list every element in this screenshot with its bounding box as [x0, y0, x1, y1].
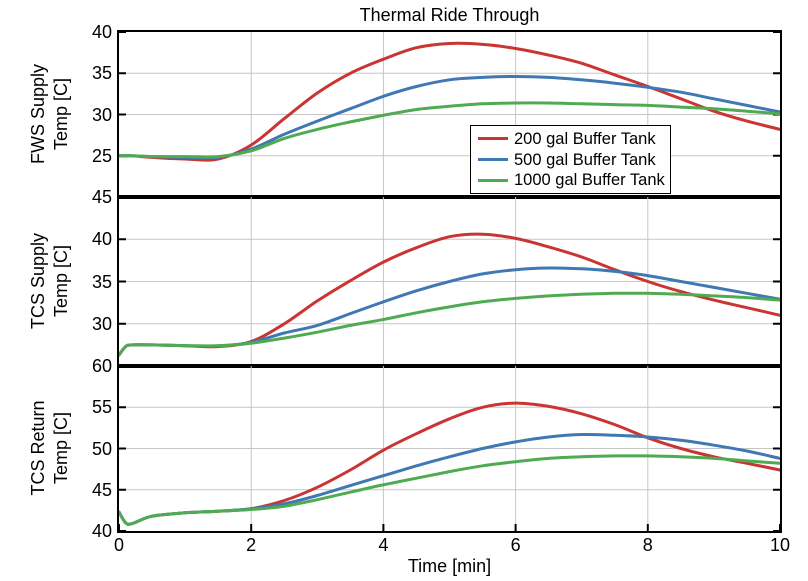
x-tick-label: 6 — [510, 535, 521, 555]
x-tick-label: 2 — [246, 535, 257, 555]
legend-row-500-gal-buffer-tank: 500 gal Buffer Tank — [471, 150, 670, 170]
y-tick-label: 30 — [91, 104, 112, 125]
series-line-1000-gal-buffer-tank — [117, 101, 782, 159]
x-tick-label: 8 — [642, 535, 653, 555]
y-tick-label: 30 — [91, 313, 112, 334]
legend-row-200-gal-buffer-tank: 200 gal Buffer Tank — [471, 129, 670, 149]
y-tick-label: 35 — [91, 271, 112, 292]
y-tick-label: 50 — [91, 438, 112, 459]
series-line-200-gal-buffer-tank — [117, 41, 782, 162]
y-tick-label: 25 — [91, 145, 112, 166]
x-tick-label: 10 — [769, 535, 791, 555]
legend-label: 500 gal Buffer Tank — [514, 150, 656, 169]
y-tick-label: 60 — [91, 356, 112, 376]
y-tick-label: 55 — [91, 397, 112, 418]
x-tick-label: 4 — [378, 535, 389, 555]
series-line-1000-gal-buffer-tank — [117, 454, 782, 526]
y-tick-label: 40 — [91, 22, 112, 42]
y-tick-label: 35 — [91, 63, 112, 84]
legend-line-swatch — [478, 178, 508, 182]
panel-tcs-return-plot — [117, 364, 782, 533]
chart-title: Thermal Ride Through — [359, 5, 540, 25]
axes-border — [117, 364, 782, 533]
legend: 200 gal Buffer Tank 500 gal Buffer Tank 10… — [470, 125, 671, 194]
y-tick-label: 45 — [91, 479, 112, 500]
y-tick-label: 45 — [91, 187, 112, 207]
legend-row-1000-gal-buffer-tank: 1000 gal Buffer Tank — [471, 170, 670, 190]
legend-line-swatch — [478, 137, 508, 141]
series-line-200-gal-buffer-tank — [117, 401, 782, 526]
x-tick-label: 0 — [113, 535, 124, 555]
legend-line-swatch — [478, 158, 508, 161]
y-tick-label: 40 — [91, 229, 112, 250]
legend-label: 200 gal Buffer Tank — [514, 129, 656, 148]
series-line-500-gal-buffer-tank — [117, 75, 782, 160]
panel-tcs-supply-plot — [117, 195, 782, 368]
panel-fws-supply-plot — [117, 30, 782, 199]
axes-border — [117, 195, 782, 368]
axes-border — [117, 30, 782, 199]
x-axis-label: Time [min] — [407, 556, 492, 576]
y-tick-label: 40 — [91, 521, 112, 541]
series-line-1000-gal-buffer-tank — [117, 291, 782, 357]
legend-label: 1000 gal Buffer Tank — [514, 171, 665, 190]
